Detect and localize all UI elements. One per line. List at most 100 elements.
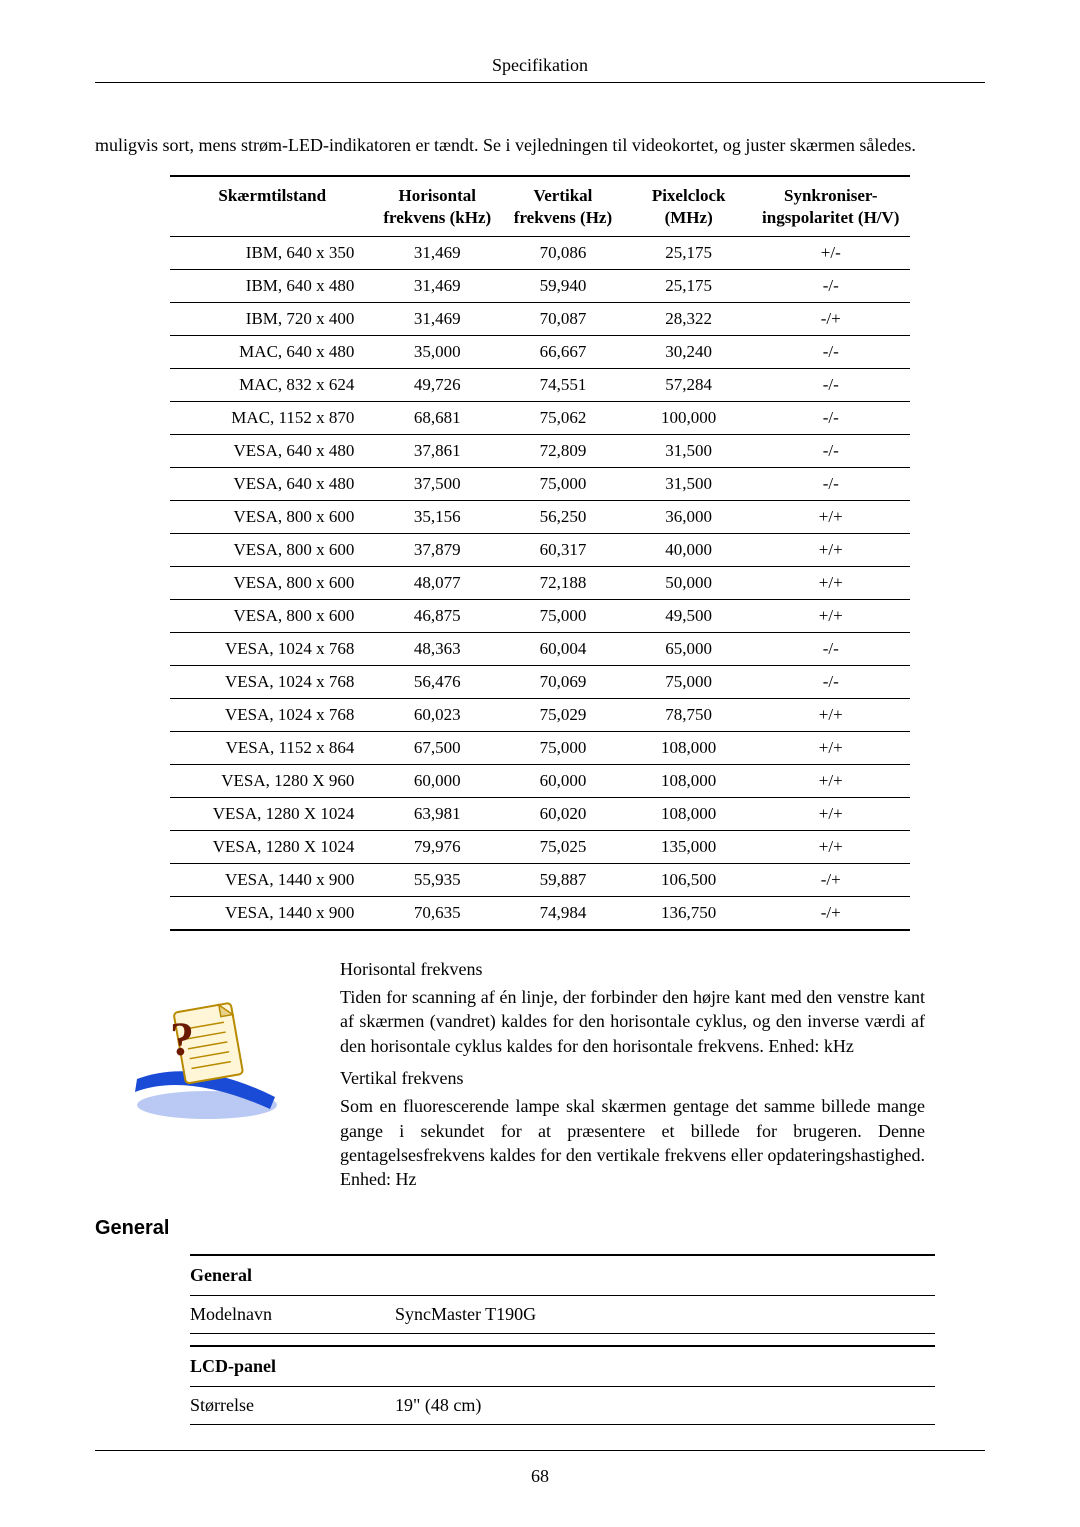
cell-pc: 108,000 xyxy=(626,731,752,764)
table-row: VESA, 1280 X 102479,97675,025135,000+/+ xyxy=(170,830,910,863)
cell-hf: 31,469 xyxy=(374,269,500,302)
spec-table: GeneralModelnavnSyncMaster T190GLCD-pane… xyxy=(190,1254,935,1425)
cell-vf: 59,887 xyxy=(500,863,626,896)
header-mode: Skærmtilstand xyxy=(170,176,374,236)
cell-hf: 55,935 xyxy=(374,863,500,896)
cell-sp: -/- xyxy=(752,632,910,665)
cell-hf: 60,000 xyxy=(374,764,500,797)
cell-vf: 72,188 xyxy=(500,566,626,599)
page-title: Specifikation xyxy=(95,55,985,83)
cell-vf: 70,087 xyxy=(500,302,626,335)
cell-sp: -/+ xyxy=(752,302,910,335)
table-row: VESA, 640 x 48037,50075,00031,500-/- xyxy=(170,467,910,500)
table-row: MAC, 640 x 48035,00066,66730,240-/- xyxy=(170,335,910,368)
cell-hf: 37,500 xyxy=(374,467,500,500)
cell-sp: +/+ xyxy=(752,797,910,830)
general-heading: General xyxy=(95,1217,985,1240)
cell-pc: 136,750 xyxy=(626,896,752,930)
cell-vf: 70,069 xyxy=(500,665,626,698)
cell-hf: 60,023 xyxy=(374,698,500,731)
cell-hf: 37,861 xyxy=(374,434,500,467)
spec-label: Størrelse xyxy=(190,1386,395,1424)
cell-pc: 25,175 xyxy=(626,269,752,302)
cell-pc: 28,322 xyxy=(626,302,752,335)
cell-hf: 63,981 xyxy=(374,797,500,830)
cell-mode: VESA, 800 x 600 xyxy=(170,533,374,566)
cell-hf: 46,875 xyxy=(374,599,500,632)
cell-mode: VESA, 1280 X 1024 xyxy=(170,797,374,830)
cell-mode: VESA, 1024 x 768 xyxy=(170,698,374,731)
cell-sp: +/+ xyxy=(752,830,910,863)
cell-sp: -/- xyxy=(752,335,910,368)
cell-mode: MAC, 1152 x 870 xyxy=(170,401,374,434)
cell-mode: VESA, 1152 x 864 xyxy=(170,731,374,764)
cell-mode: VESA, 1280 X 960 xyxy=(170,764,374,797)
cell-sp: -/- xyxy=(752,368,910,401)
header-polarity: Synkroniser-ingspolaritet (H/V) xyxy=(752,176,910,236)
table-row: VESA, 800 x 60048,07772,18850,000+/+ xyxy=(170,566,910,599)
cell-sp: +/+ xyxy=(752,731,910,764)
page-number: 68 xyxy=(95,1450,985,1487)
cell-mode: MAC, 640 x 480 xyxy=(170,335,374,368)
cell-vf: 72,809 xyxy=(500,434,626,467)
cell-vf: 75,000 xyxy=(500,599,626,632)
cell-sp: -/- xyxy=(752,467,910,500)
cell-vf: 74,984 xyxy=(500,896,626,930)
cell-hf: 68,681 xyxy=(374,401,500,434)
cell-sp: -/- xyxy=(752,665,910,698)
cell-hf: 48,077 xyxy=(374,566,500,599)
spec-value: 19" (48 cm) xyxy=(395,1386,935,1424)
table-row: VESA, 1024 x 76860,02375,02978,750+/+ xyxy=(170,698,910,731)
cell-vf: 75,025 xyxy=(500,830,626,863)
header-vfreq: Vertikal frekvens (Hz) xyxy=(500,176,626,236)
cell-mode: IBM, 720 x 400 xyxy=(170,302,374,335)
cell-sp: +/+ xyxy=(752,764,910,797)
svg-text:?: ? xyxy=(170,1013,194,1066)
cell-vf: 60,020 xyxy=(500,797,626,830)
header-hfreq: Horisontal frekvens (kHz) xyxy=(374,176,500,236)
table-row: IBM, 640 x 35031,46970,08625,175+/- xyxy=(170,236,910,269)
table-row: VESA, 1440 x 90070,63574,984136,750-/+ xyxy=(170,896,910,930)
cell-vf: 70,086 xyxy=(500,236,626,269)
cell-vf: 60,004 xyxy=(500,632,626,665)
table-row: IBM, 640 x 48031,46959,94025,175-/- xyxy=(170,269,910,302)
cell-hf: 48,363 xyxy=(374,632,500,665)
intro-text: muligvis sort, mens strøm-LED-indikatore… xyxy=(95,133,985,157)
cell-pc: 57,284 xyxy=(626,368,752,401)
cell-sp: -/- xyxy=(752,269,910,302)
cell-hf: 67,500 xyxy=(374,731,500,764)
cell-mode: VESA, 640 x 480 xyxy=(170,434,374,467)
table-row: VESA, 800 x 60046,87575,00049,500+/+ xyxy=(170,599,910,632)
cell-mode: VESA, 1024 x 768 xyxy=(170,665,374,698)
cell-pc: 108,000 xyxy=(626,797,752,830)
table-row: VESA, 1440 x 90055,93559,887106,500-/+ xyxy=(170,863,910,896)
table-row: VESA, 1152 x 86467,50075,000108,000+/+ xyxy=(170,731,910,764)
hf-title: Horisontal frekvens xyxy=(340,957,925,981)
spec-group-row: LCD-panel xyxy=(190,1346,935,1387)
spec-group-label: LCD-panel xyxy=(190,1346,935,1387)
cell-hf: 31,469 xyxy=(374,302,500,335)
cell-hf: 35,000 xyxy=(374,335,500,368)
cell-hf: 37,879 xyxy=(374,533,500,566)
cell-hf: 31,469 xyxy=(374,236,500,269)
info-section: ? Horisontal frekvens Tiden for scanning… xyxy=(95,957,985,1196)
timing-table: Skærmtilstand Horisontal frekvens (kHz) … xyxy=(170,175,910,931)
cell-mode: VESA, 800 x 600 xyxy=(170,599,374,632)
table-row: VESA, 1280 X 96060,00060,000108,000+/+ xyxy=(170,764,910,797)
cell-pc: 30,240 xyxy=(626,335,752,368)
cell-sp: -/+ xyxy=(752,863,910,896)
cell-vf: 60,000 xyxy=(500,764,626,797)
info-icon: ? xyxy=(95,957,320,1196)
cell-vf: 74,551 xyxy=(500,368,626,401)
table-row: VESA, 1280 X 102463,98160,020108,000+/+ xyxy=(170,797,910,830)
vf-title: Vertikal frekvens xyxy=(340,1066,925,1090)
cell-pc: 106,500 xyxy=(626,863,752,896)
cell-pc: 135,000 xyxy=(626,830,752,863)
cell-sp: +/+ xyxy=(752,500,910,533)
cell-pc: 36,000 xyxy=(626,500,752,533)
cell-pc: 31,500 xyxy=(626,434,752,467)
cell-pc: 50,000 xyxy=(626,566,752,599)
cell-sp: +/+ xyxy=(752,533,910,566)
cell-sp: +/+ xyxy=(752,698,910,731)
cell-mode: VESA, 1440 x 900 xyxy=(170,863,374,896)
